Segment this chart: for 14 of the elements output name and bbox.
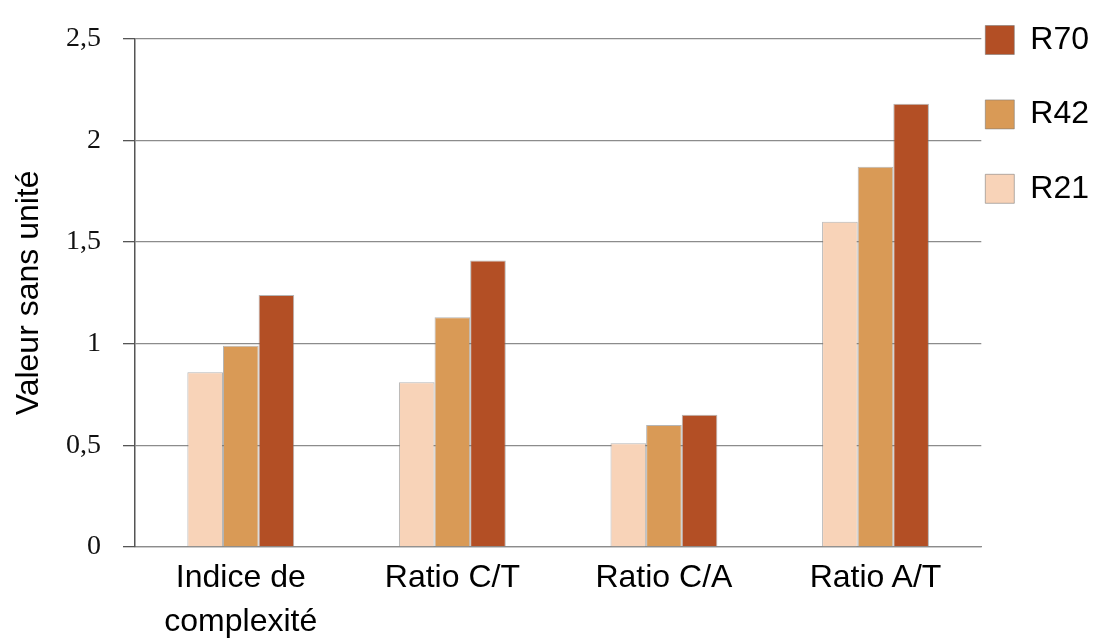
legend-label: R70 bbox=[1030, 19, 1089, 56]
y-tick-label: 1,5 bbox=[66, 224, 101, 256]
x-tick-label: Indice de complexité bbox=[164, 558, 318, 638]
y-tick-label: 0 bbox=[87, 529, 101, 561]
x-tick-label: Ratio C/A bbox=[595, 558, 734, 595]
legend-label: R42 bbox=[1030, 94, 1089, 131]
y-tick-label: 2,5 bbox=[66, 21, 101, 53]
y-tick-label: 0,5 bbox=[66, 427, 101, 459]
y-tick-label: 1 bbox=[87, 326, 101, 358]
y-tick-label: 2 bbox=[87, 122, 101, 154]
legend-label: R21 bbox=[1030, 168, 1089, 205]
x-tick-label: Ratio A/T bbox=[809, 558, 942, 595]
y-axis-title: Valeur sans unité bbox=[9, 170, 46, 416]
x-tick-label: Ratio C/T bbox=[384, 558, 520, 595]
